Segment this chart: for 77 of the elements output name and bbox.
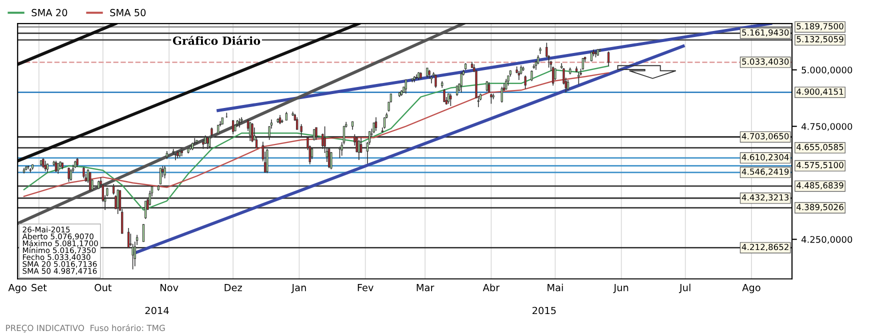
x-tick-label: Set [32,284,47,292]
candlestick [530,70,533,82]
candlestick [447,93,450,104]
ref-line-label: 4.900,4151 [796,88,844,96]
x-tick-label: Mar [416,284,434,292]
legend-label: SMA 50 [110,8,146,16]
candlestick [486,80,488,92]
x-tick-label: Dez [224,284,242,292]
candlestick [164,165,166,179]
candlestick [82,166,85,179]
candlestick [44,160,46,172]
x-tick-label: Nov [160,284,178,292]
x-tick-label: Ago [742,284,760,294]
x-tick-label: Mai [548,284,563,292]
x-tick-label: Abr [482,284,500,292]
candlestick [249,121,252,142]
x-tick-label: Jan [291,284,306,294]
ref-line-label: 4.546,2419 [742,168,789,176]
candlestick [490,93,492,104]
ref-line-label: 5.132,5059 [796,36,844,44]
candlestick [315,127,318,140]
candlestick [488,82,490,93]
candlestick [232,120,234,135]
candlestick [42,158,44,169]
ref-line-label: 4.655,0585 [796,144,844,152]
candlestick [70,168,72,181]
candlestick [500,86,503,104]
candlestick [443,88,446,103]
x-tick-label: Ago [8,284,26,294]
ref-line-label: 4.485,6839 [796,182,844,190]
candlestick [174,153,177,161]
candlestick [415,74,418,80]
candlestick [76,158,78,168]
ref-line-label: 5.161,9430 [742,29,789,37]
ref-line-label: 5.033,4030 [742,58,789,66]
candlestick [578,72,580,85]
x-tick-label: Jul [678,284,690,294]
x-tick-label: Out [94,284,112,292]
ref-line-label: 4.610,2304 [742,154,789,162]
candlestick [426,68,428,78]
x-tick-label: Fev [358,284,374,292]
ref-line-label: 4.575,5100 [796,162,844,170]
ref-line-label: 4.432,3213 [742,194,789,202]
text: PREÇO INDICATIVO Fuso horário: TMG [6,324,165,333]
candlestick [450,93,452,106]
candlestick [54,160,58,172]
candlestick [456,85,458,96]
candlestick [330,152,332,170]
candlestick [434,74,437,88]
candlestick [607,51,610,66]
candlestick [68,167,70,182]
candlestick [566,80,570,91]
text: 2015 [532,306,556,314]
candlestick [46,163,49,174]
y-tick-label: 4.250,0000 [801,236,852,244]
candlestick [524,75,526,90]
candlestick [374,116,378,132]
candlestick [251,122,254,143]
text: Gráfico Diário [172,36,260,45]
legend-label: SMA 20 [32,8,68,16]
candlestick [278,114,282,124]
ref-line-label: 5.189,7500 [796,23,844,30]
y-tick-label: 4.750,0000 [801,123,852,131]
candlestick [300,124,302,138]
x-tick-label: Jun [613,284,628,294]
candlestick [358,139,360,160]
ref-line-label: 4.212,8652 [742,244,788,251]
ref-line-label: 4.389,5026 [796,204,844,212]
text: 2014 [145,306,169,314]
candlestick [313,128,316,141]
candlestick [238,118,241,128]
candlestick [460,72,462,93]
candlestick [428,69,430,80]
y-tick-label: 5.000,0000 [802,66,852,74]
candlestick [404,78,407,94]
ref-line-label: 4.703,0650 [742,133,789,140]
candlestick [296,116,298,130]
